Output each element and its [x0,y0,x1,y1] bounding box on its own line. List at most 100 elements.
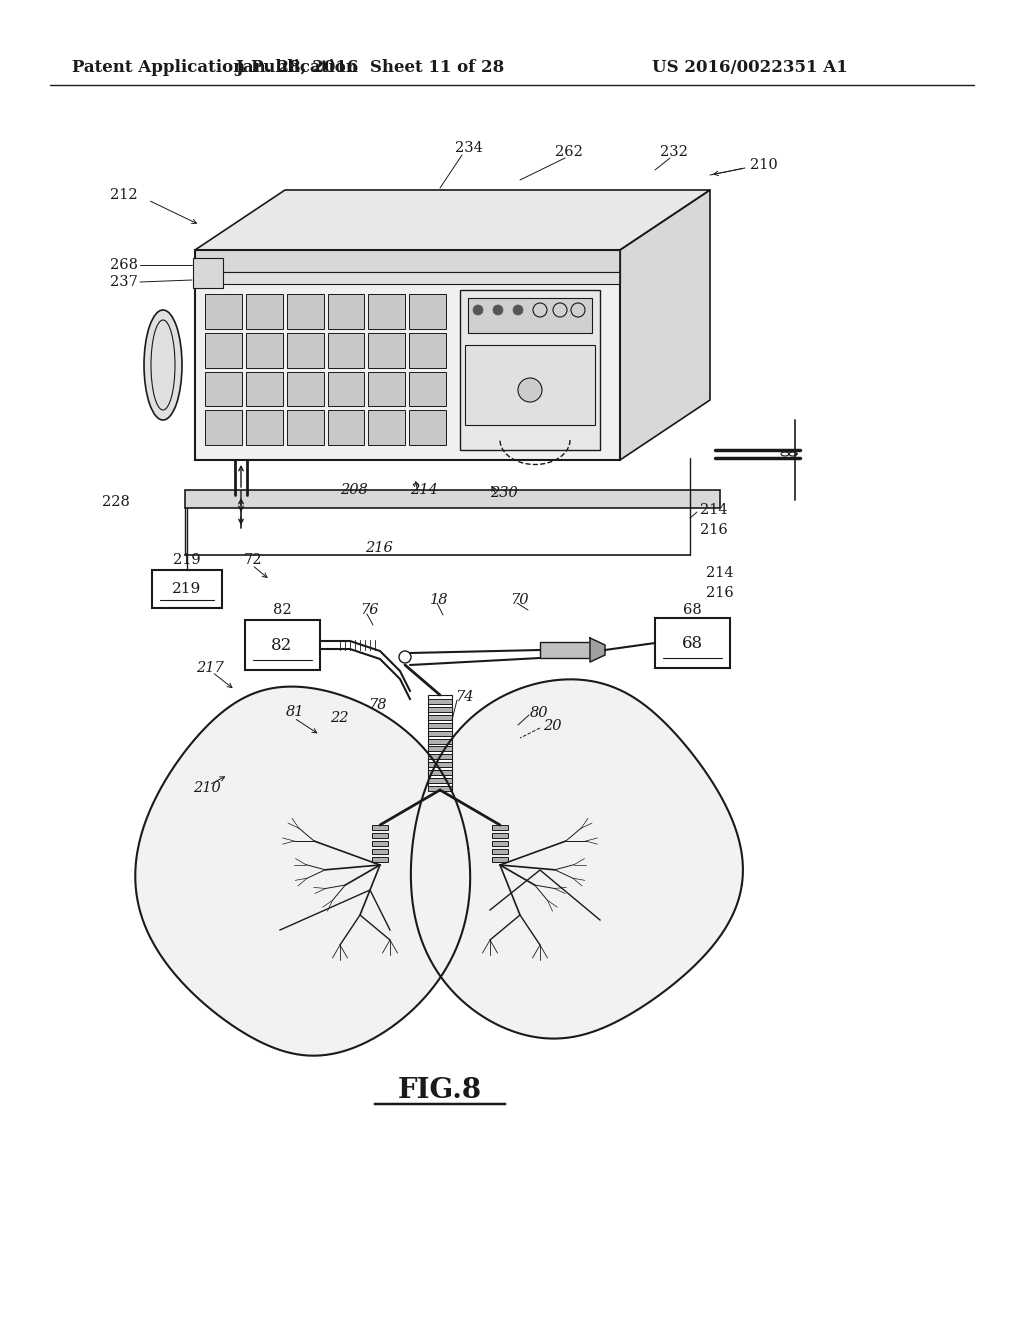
Text: 268: 268 [110,257,138,272]
Bar [372,825,388,830]
Text: 237: 237 [111,275,138,289]
Circle shape [513,305,523,315]
Bar [195,249,620,272]
Bar [428,715,452,719]
Bar [205,371,242,407]
Bar [328,333,365,367]
Text: 210: 210 [193,781,221,795]
Bar [195,249,620,459]
Text: 262: 262 [555,145,583,158]
Text: 219: 219 [173,553,201,568]
Bar [328,371,365,407]
Text: Jan. 28, 2016  Sheet 11 of 28: Jan. 28, 2016 Sheet 11 of 28 [236,59,505,77]
Bar [492,833,508,838]
Text: 210: 210 [750,158,778,172]
Bar [372,841,388,846]
Bar [328,294,365,329]
Bar [460,290,600,450]
Bar [328,411,365,445]
Bar [492,841,508,846]
Bar [372,849,388,854]
Text: 216: 216 [706,586,734,601]
Bar [205,294,242,329]
Text: 214: 214 [700,503,728,517]
Bar [465,345,595,425]
Text: 20: 20 [543,719,561,733]
Bar [369,411,406,445]
Bar [193,257,223,288]
Text: 212: 212 [111,187,138,202]
Text: 232: 232 [660,145,688,158]
Text: 216: 216 [700,523,728,537]
Bar [287,411,324,445]
Text: 70: 70 [510,593,528,607]
Bar [152,570,222,609]
Bar [246,411,283,445]
Bar [245,620,319,671]
Bar [428,746,452,751]
Bar [246,371,283,407]
Text: 208: 208 [340,483,368,498]
Bar [428,700,452,704]
Bar [369,333,406,367]
Bar [428,770,452,775]
Bar [410,371,446,407]
Bar [468,298,592,333]
Bar [246,294,283,329]
Bar [287,333,324,367]
Circle shape [473,305,483,315]
Bar [205,333,242,367]
Bar [428,785,452,791]
Bar [410,294,446,329]
Bar [369,294,406,329]
Bar [369,371,406,407]
Bar [492,849,508,854]
Bar [372,857,388,862]
Bar [655,618,730,668]
Text: 81: 81 [286,705,304,719]
Text: 22: 22 [330,711,348,725]
Bar [410,411,446,445]
Bar [287,371,324,407]
Circle shape [493,305,503,315]
Bar [428,739,452,743]
Bar [428,696,452,789]
Polygon shape [195,190,710,249]
Bar [492,857,508,862]
Bar [428,708,452,711]
Bar [540,642,590,657]
Text: 74: 74 [455,690,473,704]
Text: 214: 214 [706,566,733,579]
Bar [205,411,242,445]
Bar [428,723,452,727]
Text: 82: 82 [272,603,291,616]
Text: 228: 228 [102,495,130,510]
Text: FIG.8: FIG.8 [398,1077,482,1104]
Text: 234: 234 [455,141,483,154]
Bar [372,833,388,838]
Text: 78: 78 [368,698,386,711]
Bar [287,294,324,329]
Polygon shape [135,686,470,1056]
Polygon shape [590,638,605,663]
Text: 72: 72 [244,553,262,568]
Text: Patent Application Publication: Patent Application Publication [72,59,357,77]
Bar [195,272,620,284]
Circle shape [518,378,542,403]
Polygon shape [411,680,742,1039]
Text: 214: 214 [410,483,437,498]
Bar [185,490,720,508]
Text: 18: 18 [430,593,449,607]
Text: 219: 219 [172,582,202,597]
Ellipse shape [144,310,182,420]
Bar [492,825,508,830]
Text: 80: 80 [530,706,549,719]
Bar [428,777,452,783]
Bar [428,762,452,767]
Text: 82: 82 [271,636,293,653]
Text: 68: 68 [683,603,701,616]
Text: 217: 217 [196,661,224,675]
Text: 216: 216 [365,541,393,554]
Bar [428,754,452,759]
Text: 68: 68 [681,635,702,652]
